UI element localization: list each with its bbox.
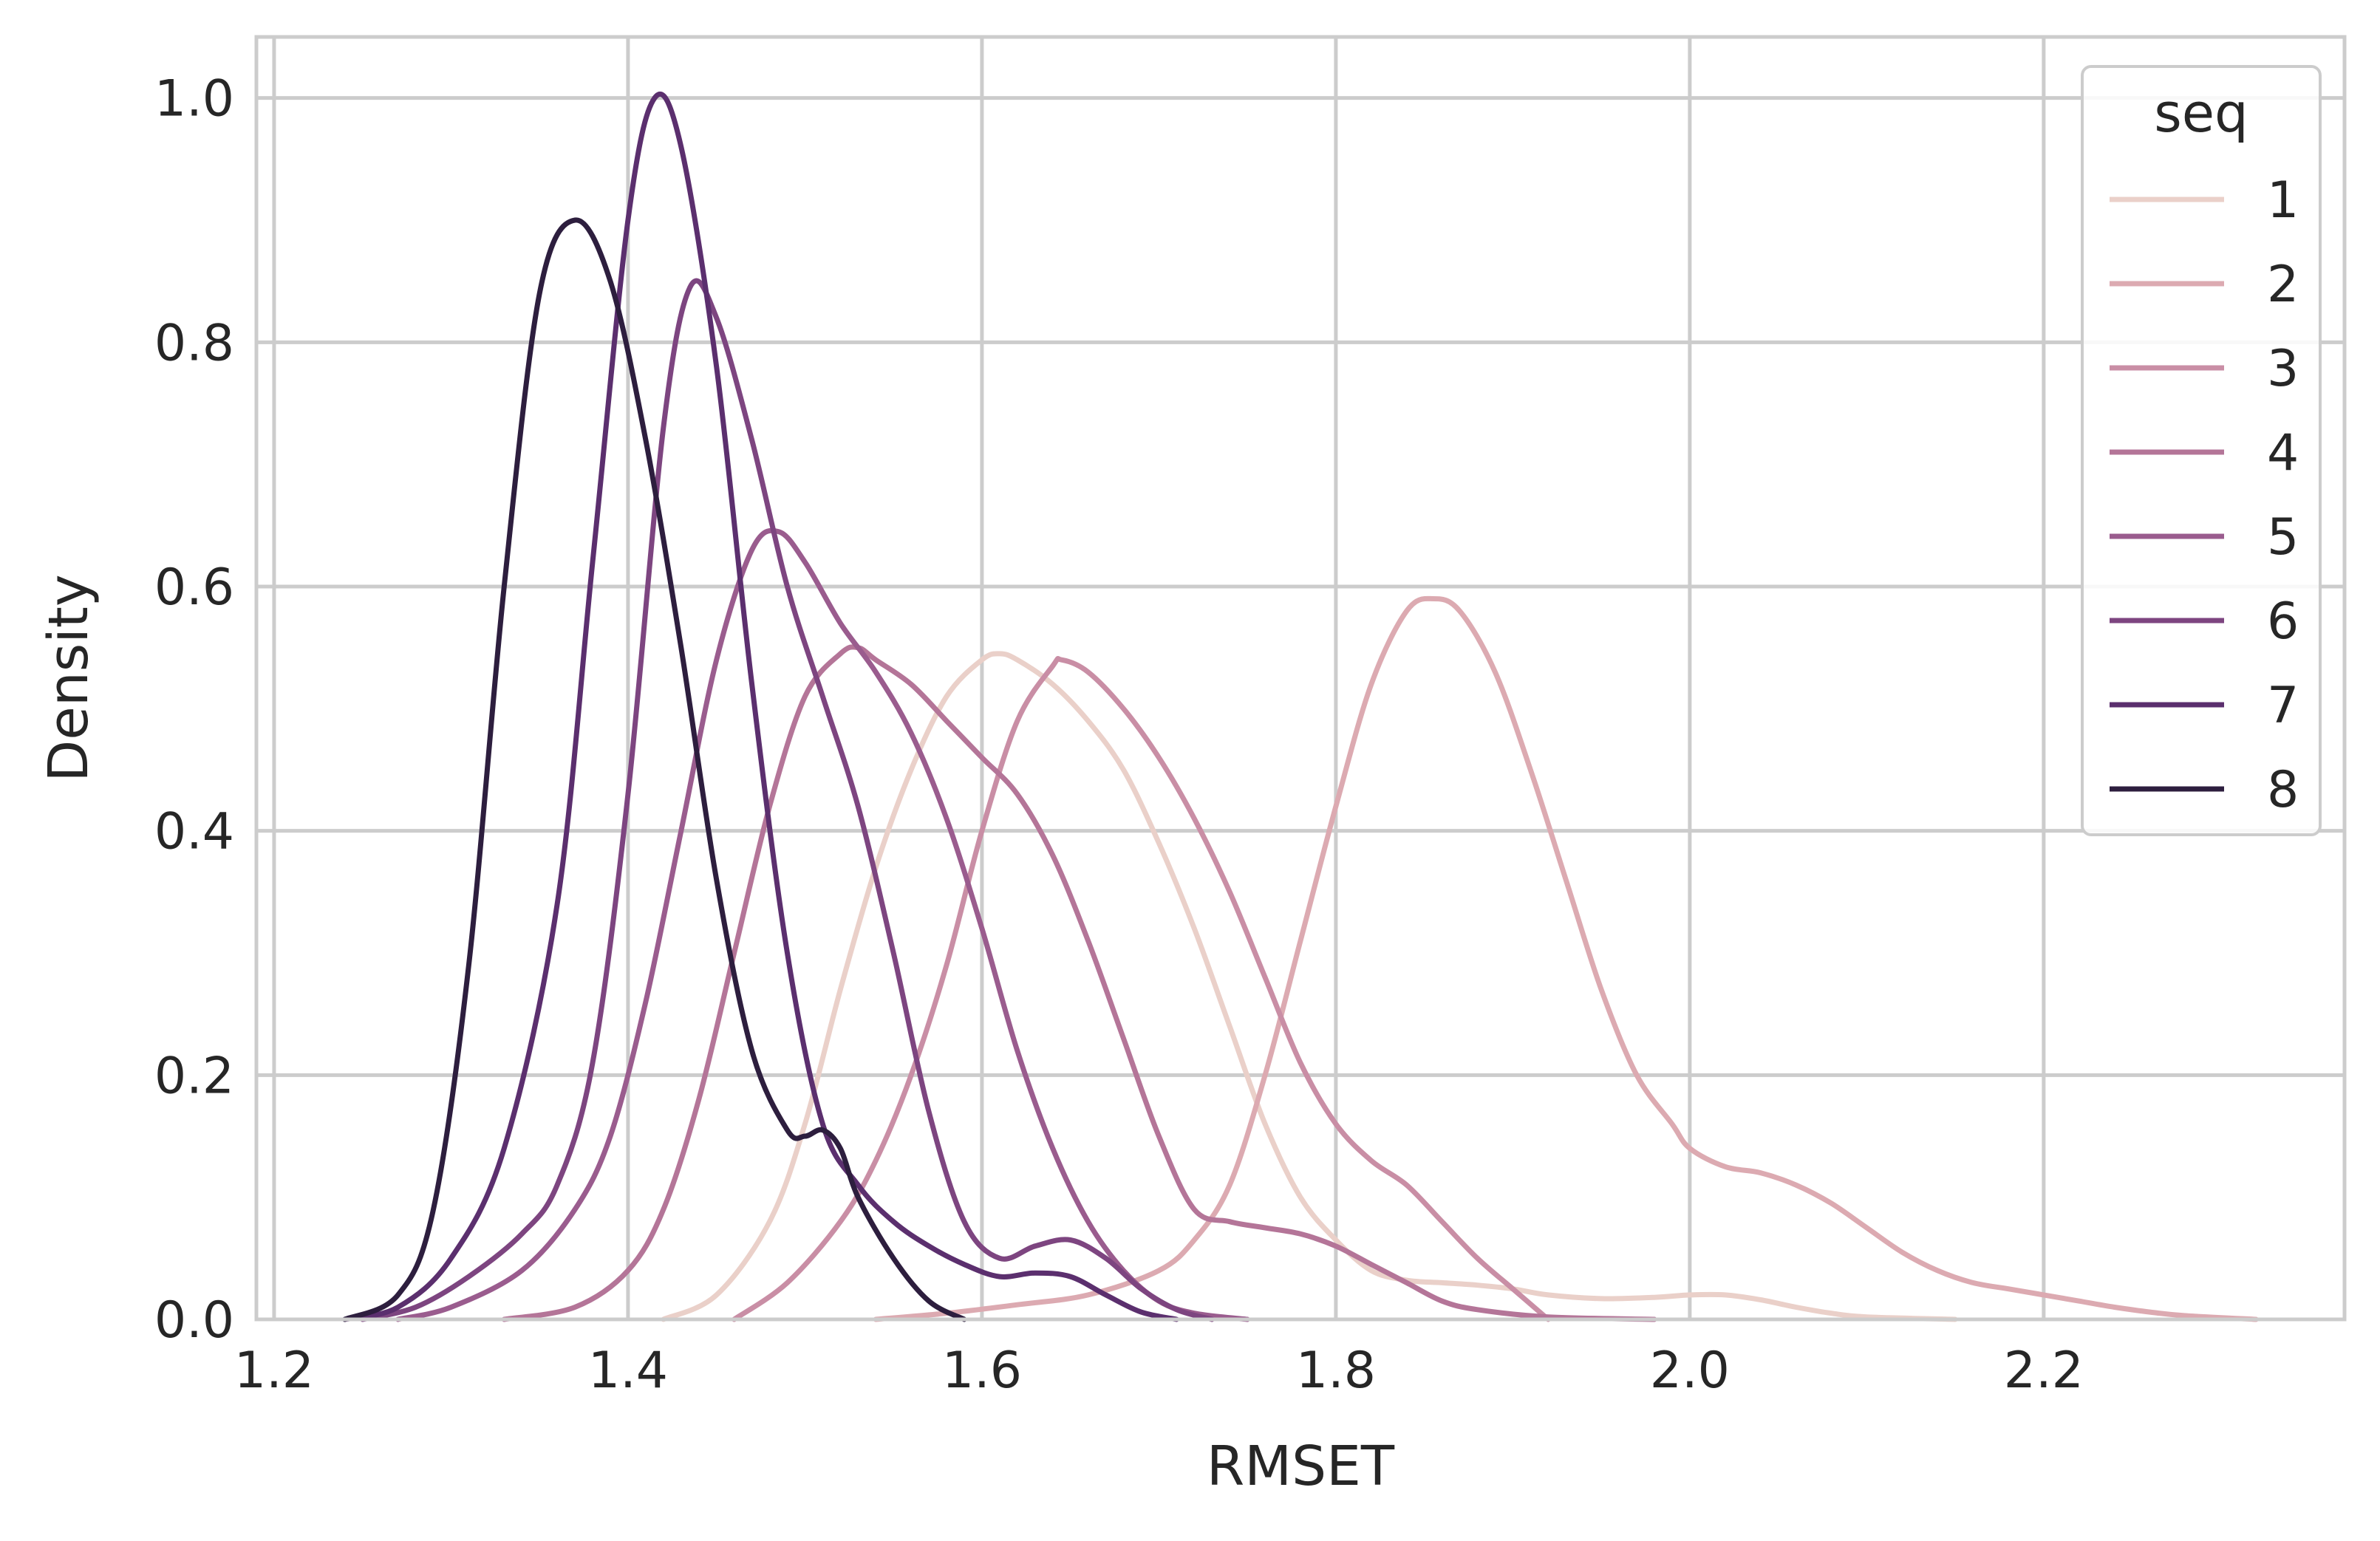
legend-label-6: 6 — [2267, 592, 2299, 651]
y-tick-label: 1.0 — [154, 70, 234, 129]
legend: seq 1 2 3 4 5 6 7 8 — [2081, 65, 2322, 836]
series-line-4 — [501, 644, 1657, 1322]
legend-title: seq — [2154, 82, 2248, 144]
legend-label-1: 1 — [2267, 171, 2299, 230]
series-line-1 — [661, 651, 1958, 1322]
plot-area-background — [256, 37, 2345, 1319]
x-tick-label: 1.6 — [942, 1342, 1022, 1400]
series-line-3 — [732, 656, 1551, 1322]
tick-labels: 1.2 1.4 1.6 1.8 2.0 2.2 0.0 0.2 0.4 0.6 0.8 1.0 — [154, 70, 2084, 1400]
x-axis-label: RMSET — [1207, 1435, 1395, 1498]
legend-items: 1 2 3 4 5 6 7 8 — [2110, 171, 2299, 819]
legend-label-3: 3 — [2267, 340, 2299, 398]
legend-label-8: 8 — [2267, 761, 2299, 819]
legend-label-5: 5 — [2267, 508, 2299, 567]
x-tick-label: 1.2 — [234, 1342, 314, 1400]
series-line-2 — [873, 595, 2259, 1322]
legend-label-4: 4 — [2267, 424, 2299, 482]
y-tick-label: 0.2 — [154, 1047, 234, 1105]
y-tick-label: 0.4 — [154, 803, 234, 861]
y-axis-label: Density — [37, 574, 100, 782]
y-tick-label: 0.6 — [154, 558, 234, 617]
plot-area-border — [254, 35, 2347, 1322]
legend-label-7: 7 — [2267, 677, 2299, 735]
legend-label-2: 2 — [2267, 256, 2299, 314]
x-tick-label: 2.0 — [1650, 1342, 1730, 1400]
series-line-8 — [342, 217, 967, 1322]
series-line-5 — [395, 527, 1250, 1322]
x-tick-label: 1.8 — [1296, 1342, 1376, 1400]
series-line-7 — [342, 91, 1179, 1322]
series-line-6 — [360, 278, 1215, 1322]
y-tick-label: 0.8 — [154, 314, 234, 372]
x-tick-label: 2.2 — [2004, 1342, 2084, 1400]
series-layer — [342, 91, 2259, 1322]
y-tick-label: 0.0 — [154, 1291, 234, 1350]
x-tick-label: 1.4 — [588, 1342, 668, 1400]
